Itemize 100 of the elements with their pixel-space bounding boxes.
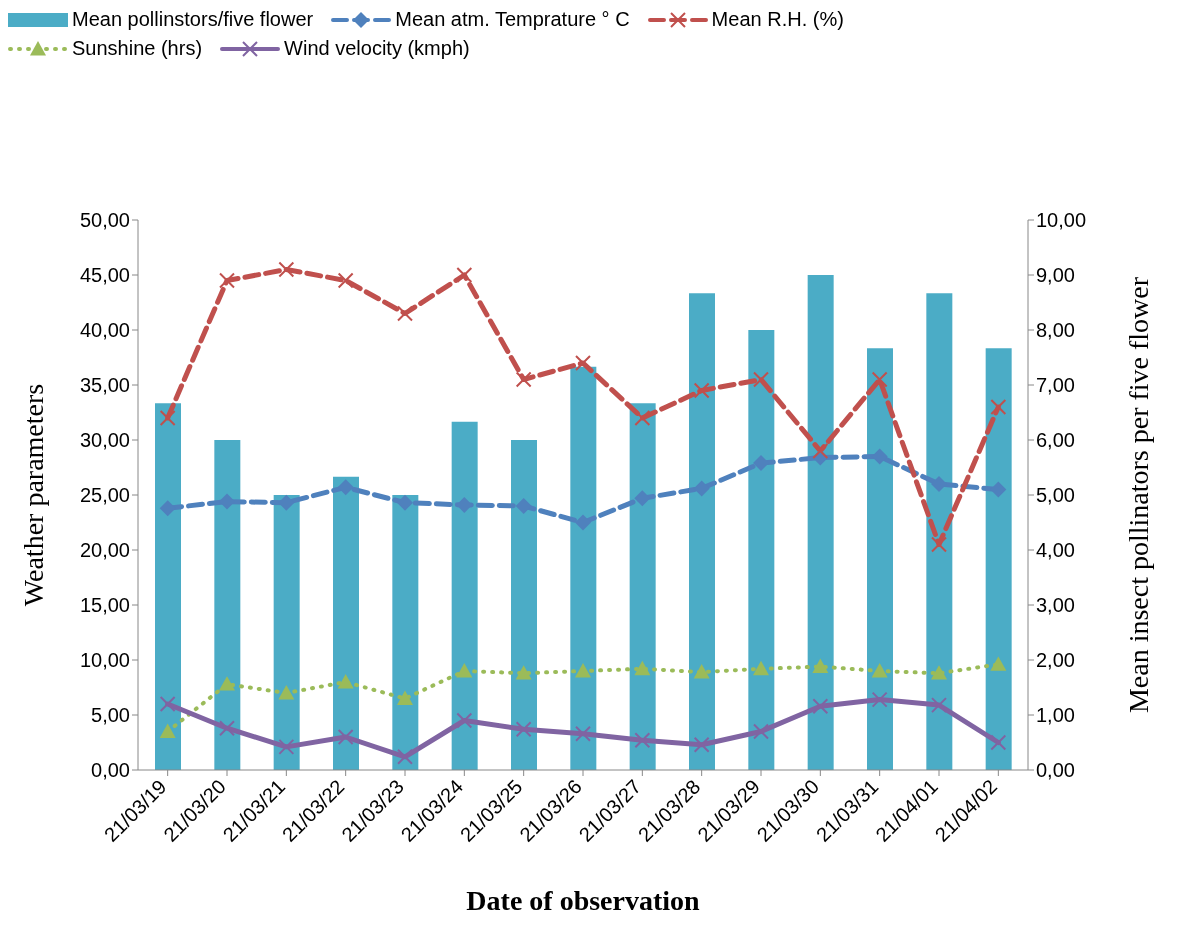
bar <box>451 421 478 770</box>
legend-label: Mean R.H. (%) <box>710 8 844 31</box>
bar <box>985 348 1012 770</box>
y-axis-title: Weather parameters <box>17 383 49 607</box>
point <box>397 690 413 705</box>
y2-tick-label: 3,00 <box>1036 594 1075 617</box>
point <box>693 664 710 679</box>
y2-tick-label: 10,00 <box>1036 209 1087 232</box>
point <box>515 665 532 680</box>
legend-label: Mean pollinstors/five flower <box>71 8 314 31</box>
bar <box>392 495 419 770</box>
point <box>990 399 1007 415</box>
point <box>931 665 947 680</box>
bar <box>273 495 300 770</box>
point <box>753 723 769 740</box>
point <box>159 410 176 426</box>
bar <box>807 275 834 770</box>
bar <box>689 293 715 770</box>
point <box>278 261 295 278</box>
point <box>515 498 532 514</box>
point <box>812 443 829 459</box>
y2-tick-label: 7,00 <box>1036 374 1075 397</box>
point <box>219 272 235 289</box>
point <box>278 738 295 755</box>
point <box>575 355 591 371</box>
bar <box>511 440 537 770</box>
y-tick-label: 10,00 <box>79 649 130 672</box>
point <box>159 723 176 738</box>
point <box>693 736 710 753</box>
point <box>931 697 947 714</box>
point <box>219 493 235 510</box>
point <box>456 267 473 283</box>
point <box>812 698 829 715</box>
y-tick-label: 20,00 <box>79 539 130 562</box>
y2-tick-label: 2,00 <box>1036 649 1075 672</box>
point <box>575 725 591 742</box>
y-tick-label: 30,00 <box>79 429 130 452</box>
point <box>634 660 651 676</box>
point <box>931 476 947 492</box>
point <box>397 305 413 322</box>
y2-tick-label: 0,00 <box>1036 759 1075 782</box>
point <box>693 382 710 399</box>
bar <box>214 440 241 770</box>
y-tick-label: 0,00 <box>91 759 130 782</box>
bar <box>333 476 359 770</box>
legend-label: Sunshine (hrs) <box>71 37 203 60</box>
x-axis-title: Date of observation <box>466 885 701 916</box>
point <box>693 480 710 497</box>
bar <box>867 348 893 770</box>
bar <box>926 293 953 770</box>
point <box>515 371 532 388</box>
point <box>634 410 651 426</box>
point <box>634 490 651 507</box>
y2-tick-label: 4,00 <box>1036 539 1075 562</box>
point <box>753 660 769 676</box>
point <box>990 656 1007 671</box>
legend-label: Wind velocity (kmph) <box>283 37 470 60</box>
point <box>397 748 413 765</box>
point <box>931 536 947 553</box>
y2-tick-label: 9,00 <box>1036 264 1075 287</box>
point <box>219 676 235 691</box>
y2-tick-label: 8,00 <box>1036 319 1075 342</box>
point <box>337 479 354 496</box>
point <box>219 720 235 737</box>
point <box>990 481 1007 498</box>
point <box>575 514 591 531</box>
y-tick-label: 45,00 <box>79 264 130 287</box>
y-tick-label: 40,00 <box>79 319 130 342</box>
point <box>337 674 354 689</box>
point <box>159 500 176 517</box>
point <box>456 663 473 678</box>
y2-tick-label: 6,00 <box>1036 429 1075 452</box>
point <box>337 272 354 289</box>
point <box>278 685 295 700</box>
y-tick-label: 25,00 <box>79 484 130 507</box>
point <box>159 696 176 712</box>
point <box>990 734 1007 751</box>
bar <box>748 330 775 770</box>
point <box>515 721 532 738</box>
y2-tick-label: 5,00 <box>1036 484 1075 507</box>
point <box>575 663 591 678</box>
y-tick-label: 35,00 <box>79 374 130 397</box>
y2-axis-title: Mean insect pollinators per five flower <box>1122 276 1154 714</box>
point <box>456 712 473 729</box>
y-tick-label: 50,00 <box>79 209 130 232</box>
y-tick-label: 15,00 <box>79 594 130 617</box>
bar <box>570 366 597 770</box>
point <box>871 371 888 388</box>
y2-tick-label: 1,00 <box>1036 704 1075 727</box>
point <box>634 732 651 749</box>
legend-label: Mean atm. Temprature ° C <box>394 8 630 31</box>
bar <box>629 403 656 770</box>
point <box>753 455 769 472</box>
point <box>812 658 829 673</box>
y-tick-label: 5,00 <box>91 704 130 727</box>
point <box>871 663 888 678</box>
point <box>753 371 769 388</box>
point <box>337 729 354 745</box>
point <box>397 494 413 511</box>
bar <box>155 403 181 770</box>
